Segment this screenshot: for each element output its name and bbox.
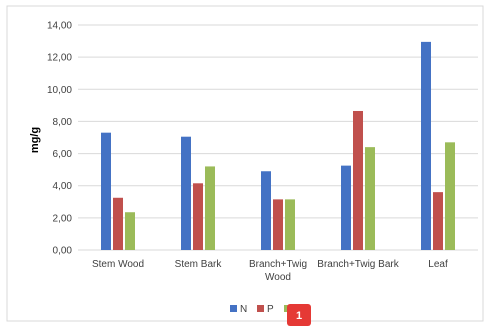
y-tick-label: 0,00 <box>53 246 73 257</box>
bar-k-5 <box>445 142 455 250</box>
bar-p-1 <box>113 197 123 250</box>
bar-k-2 <box>205 166 215 250</box>
x-tick-label: Branch+Twig Bark <box>317 259 399 270</box>
legend-swatch-p <box>257 305 264 312</box>
callout-badge: 1 <box>287 304 311 326</box>
callout-badge-box <box>287 304 311 326</box>
y-tick-label: 10,00 <box>47 85 72 96</box>
y-tick-label: 8,00 <box>53 117 73 128</box>
y-tick-label: 14,00 <box>47 21 72 32</box>
y-tick-label: 6,00 <box>53 149 73 160</box>
bar-n-5 <box>421 41 431 250</box>
x-tick-labels: Stem Wood Stem Bark Branch+Twig Wood Branch+… <box>92 259 448 283</box>
bar-p-3 <box>273 199 283 250</box>
callout-badge-label: 1 <box>296 310 302 322</box>
bar-k-4 <box>365 147 375 250</box>
x-tick-label: Leaf <box>428 259 448 270</box>
bar-n-4 <box>341 165 351 250</box>
chart-frame <box>6 5 484 322</box>
legend-swatch-n <box>230 305 237 312</box>
bar-p-4 <box>353 110 363 250</box>
bar-n-1 <box>101 132 111 250</box>
bar-p-5 <box>433 192 443 250</box>
bar-n-2 <box>181 136 191 250</box>
bar-n-3 <box>261 171 271 250</box>
y-tick-label: 2,00 <box>53 213 73 224</box>
bar-k-1 <box>125 212 135 250</box>
y-tick-labels: 0,00 2,00 4,00 6,00 8,00 10,00 12,00 14,00 <box>47 21 72 257</box>
y-tick-label: 12,00 <box>47 53 72 64</box>
x-tick-label: Stem Bark <box>175 259 223 270</box>
legend-label-p: P <box>267 304 274 315</box>
legend-label-n: N <box>240 304 247 315</box>
y-tick-label: 4,00 <box>53 181 73 192</box>
bar-p-2 <box>193 183 203 250</box>
x-tick-label: Branch+Twig Wood <box>249 259 307 283</box>
bar-k-3 <box>285 199 295 250</box>
gridlines <box>78 24 478 251</box>
x-tick-label: Stem Wood <box>92 259 144 270</box>
y-axis-label: mg/g <box>29 127 41 153</box>
bars <box>101 41 455 250</box>
